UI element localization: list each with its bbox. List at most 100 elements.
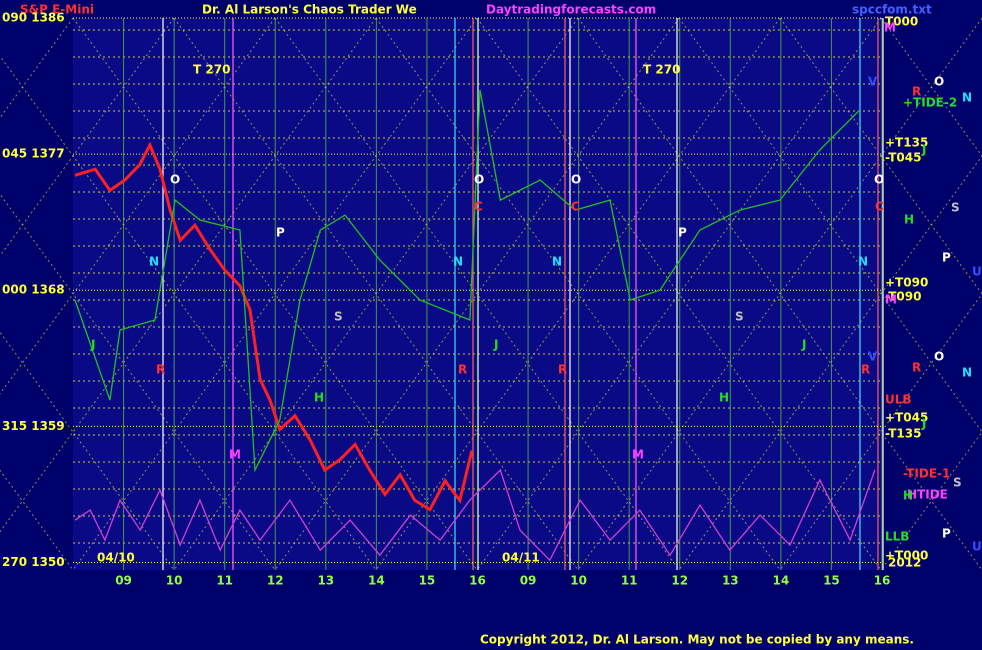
annotation: P [276, 226, 285, 240]
annotation: R [912, 361, 921, 375]
annotation: V [868, 350, 878, 364]
annotation: J [90, 338, 95, 352]
file-name: spccfom.txt [852, 3, 932, 17]
annotation: +T135 [885, 136, 928, 150]
annotation: N [453, 255, 463, 269]
diagonal [0, 55, 377, 571]
y-tick-label: 270 1350 [2, 555, 65, 569]
annotation: -T135 [885, 427, 921, 441]
annotation: O [874, 173, 884, 187]
annotation: -T045 [885, 151, 921, 165]
annotation: H [314, 391, 324, 405]
y-tick-label: 000 1368 [2, 283, 65, 297]
x-tick-label: 10 [166, 574, 183, 588]
diagonal [0, 469, 74, 571]
diagonal [173, 17, 579, 571]
diagonal [274, 17, 680, 571]
annotation: O [474, 173, 484, 187]
annotation: HTIDE [907, 488, 948, 502]
annotation: P [678, 226, 687, 240]
x-tick-label: 10 [570, 574, 587, 588]
diagonal [72, 17, 478, 571]
diagonal [375, 17, 781, 571]
diagonal [880, 431, 982, 571]
annotation: R [861, 363, 870, 377]
annotation: J [921, 143, 926, 157]
annotation: M [229, 448, 241, 462]
annotation: 2012 [888, 556, 921, 570]
diagonal [476, 17, 882, 571]
annotation: J [921, 417, 926, 431]
x-tick-label: 15 [419, 574, 436, 588]
annotation: O [170, 173, 180, 187]
diagonal [678, 155, 982, 571]
annotation: M [885, 293, 897, 307]
annotation: T 270 [643, 63, 680, 77]
y-tick-label: 315 1359 [2, 419, 65, 433]
chart-subtitle: Daytradingforecasts.com [486, 3, 656, 17]
diagonal [274, 17, 680, 571]
annotation: S [951, 201, 960, 215]
x-tick-label: 15 [823, 574, 840, 588]
annotation: S [735, 310, 744, 324]
annotation: +T000 [885, 549, 928, 563]
annotation: ULB [885, 393, 912, 407]
annotation: 04/11 [502, 551, 540, 565]
annotation: -T090 [885, 290, 921, 304]
diagonal [72, 17, 478, 571]
x-tick-label: 13 [317, 574, 334, 588]
diagonal [476, 17, 882, 571]
annotation: R [458, 363, 467, 377]
diagonal [0, 193, 276, 571]
diagonal [0, 17, 377, 533]
annotation: N [962, 366, 972, 380]
annotation: N [858, 255, 868, 269]
annotation: V [868, 75, 878, 89]
annotation: J [801, 338, 806, 352]
y-tick-label: 090 1386 [2, 11, 65, 25]
series-line [74, 89, 861, 473]
annotation: O [571, 173, 581, 187]
x-tick-label: 13 [722, 574, 739, 588]
x-tick-label: 11 [216, 574, 233, 588]
annotation: N [552, 255, 562, 269]
diagonal [779, 293, 982, 571]
annotation: T000 [885, 15, 918, 29]
annotation: LLB [885, 530, 909, 544]
annotation: U [972, 540, 982, 554]
annotation: H [719, 391, 729, 405]
copyright: Copyright 2012, Dr. Al Larson. May not b… [480, 633, 914, 647]
annotation: P [942, 527, 951, 541]
x-tick-label: 12 [671, 574, 688, 588]
decoration [0, 17, 982, 571]
annotation: +T090 [885, 276, 928, 290]
annotation: R [558, 363, 567, 377]
annotation: P [942, 251, 951, 265]
annotation: N [962, 91, 972, 105]
annotation: C [875, 200, 884, 214]
chart-title: Dr. Al Larson's Chaos Trader We [202, 3, 417, 17]
annotation: T 270 [193, 63, 230, 77]
annotation: O [934, 75, 944, 89]
annotation: -TIDE-1 [903, 467, 950, 481]
y-tick-label: 045 1377 [2, 147, 65, 161]
x-tick-label: 14 [368, 574, 385, 588]
diagonal [375, 17, 781, 571]
annotation: H [904, 213, 914, 227]
annotation: N [149, 255, 159, 269]
diagonal [577, 17, 982, 571]
x-tick-label: 09 [520, 574, 537, 588]
x-tick-label: 12 [267, 574, 284, 588]
annotation: R [912, 85, 921, 99]
annotation: S [953, 476, 962, 490]
annotation: M [632, 448, 644, 462]
annotation: R [156, 363, 165, 377]
diagonal [577, 17, 982, 571]
x-tick-label: 16 [469, 574, 486, 588]
annotation: +T045 [885, 411, 928, 425]
annotation: +TIDE-2 [903, 96, 957, 110]
annotation: 04/10 [97, 551, 135, 565]
x-tick-label: 09 [115, 574, 132, 588]
